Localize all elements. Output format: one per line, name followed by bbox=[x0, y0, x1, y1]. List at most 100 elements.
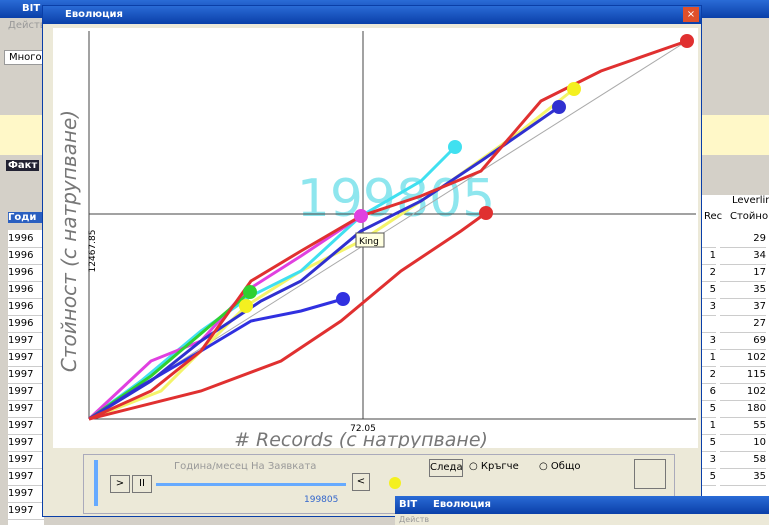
tab[interactable]: Много bbox=[4, 50, 47, 65]
option[interactable]: ○ Кръгче bbox=[469, 461, 519, 472]
second-titlebar bbox=[395, 496, 769, 514]
table-cell: 1997 bbox=[8, 451, 44, 469]
chart: 199805 bbox=[53, 28, 698, 448]
table-cell: 102 bbox=[720, 349, 766, 367]
table-cell: 1996 bbox=[8, 281, 44, 299]
tooltip: King bbox=[359, 237, 379, 247]
table-cell: 180 bbox=[720, 400, 766, 418]
play-button[interactable]: > bbox=[110, 475, 130, 493]
back-button[interactable]: < bbox=[352, 473, 370, 491]
option-label: Кръгче bbox=[480, 461, 519, 472]
slider-value: 199805 bbox=[304, 495, 339, 505]
dot bbox=[567, 82, 581, 96]
table-cell: 58 bbox=[720, 451, 766, 469]
table-cell: 3 bbox=[700, 332, 716, 350]
table-cell: 37 bbox=[720, 298, 766, 316]
option-label: Общо bbox=[550, 461, 581, 472]
slider[interactable] bbox=[156, 483, 346, 486]
table-cell: 1997 bbox=[8, 485, 44, 503]
menu[interactable]: Действ bbox=[8, 20, 46, 31]
table-cell: 1997 bbox=[8, 383, 44, 401]
section: Факт bbox=[6, 160, 40, 171]
trace-button[interactable]: Следа bbox=[429, 459, 463, 477]
y-axis-label: Стойност (с натрупване) bbox=[57, 110, 81, 372]
table-cell: 3 bbox=[700, 451, 716, 469]
table-cell: 5 bbox=[700, 400, 716, 418]
dot bbox=[479, 206, 493, 220]
close[interactable]: × bbox=[683, 7, 699, 22]
table-cell: 17 bbox=[720, 264, 766, 282]
dot bbox=[336, 292, 350, 306]
table-cell: 115 bbox=[720, 366, 766, 384]
table-cell: 1997 bbox=[8, 400, 44, 418]
table-cell: 10 bbox=[720, 434, 766, 452]
table-cell: 102 bbox=[720, 383, 766, 401]
table-cell: 3 bbox=[700, 298, 716, 316]
trace bbox=[88, 211, 487, 421]
table-cell: 69 bbox=[720, 332, 766, 350]
table-cell: 5 bbox=[700, 281, 716, 299]
table-cell: 5 bbox=[700, 468, 716, 486]
tooltip-box bbox=[355, 232, 385, 248]
right-table: Leverlin Rec Стойно 29 1 34 2 17 5 35 3 37 27 3 69 1… bbox=[700, 195, 769, 525]
table-cell: 1996 bbox=[8, 230, 44, 248]
dot bbox=[448, 140, 462, 154]
table-cell: 55 bbox=[720, 417, 766, 435]
table-cell: 2 bbox=[700, 366, 716, 384]
second-title: BIT bbox=[399, 499, 418, 510]
table-cell: 29 bbox=[720, 230, 766, 248]
table-cell: 1997 bbox=[8, 434, 44, 452]
controls: > II Година/месец На Заявката 199805 < С… bbox=[83, 454, 675, 514]
dot bbox=[239, 299, 253, 313]
second-dialog-title: Еволюция bbox=[433, 499, 491, 510]
trace bbox=[88, 145, 457, 421]
table-cell bbox=[700, 315, 716, 333]
x-cross-value: 72.05 bbox=[350, 424, 376, 434]
print-button[interactable] bbox=[634, 459, 666, 489]
col-header: Rec bbox=[704, 211, 723, 222]
dot bbox=[552, 100, 566, 114]
dialog: Еволюция × 199805 bbox=[42, 5, 702, 517]
table-cell: 1996 bbox=[8, 315, 44, 333]
dialog-title: Еволюция bbox=[43, 6, 701, 24]
table-cell: 1996 bbox=[8, 264, 44, 282]
table-cell: 1997 bbox=[8, 349, 44, 367]
table-cell: 1 bbox=[700, 349, 716, 367]
table-cell: 1 bbox=[700, 247, 716, 265]
table-cell bbox=[700, 230, 716, 248]
option[interactable]: ○ Общо bbox=[539, 461, 581, 472]
column-header: Годи bbox=[8, 212, 44, 223]
table-cell: 1997 bbox=[8, 502, 44, 520]
table-cell: 1997 bbox=[8, 332, 44, 350]
table-cell: 35 bbox=[720, 281, 766, 299]
dot bbox=[680, 34, 694, 48]
vslider[interactable] bbox=[94, 460, 98, 506]
table-cell: 1996 bbox=[8, 247, 44, 265]
dot bbox=[354, 209, 368, 223]
table-cell: 34 bbox=[720, 247, 766, 265]
year-column: 1996 1996 1996 1996 1996 1996 1997 1997 1997 1997… bbox=[8, 230, 44, 525]
col-header: Стойно bbox=[730, 211, 769, 222]
second-window: BIT Еволюция Действ bbox=[395, 496, 769, 525]
dot bbox=[243, 285, 257, 299]
table-cell: 35 bbox=[720, 468, 766, 486]
table-cell: 1997 bbox=[8, 417, 44, 435]
pause-button[interactable]: II bbox=[132, 475, 152, 493]
y-cross-value: 12467.85 bbox=[88, 230, 98, 273]
table-cell: 1997 bbox=[8, 366, 44, 384]
table-cell: 5 bbox=[700, 434, 716, 452]
dot bbox=[389, 477, 401, 489]
second-menu: Действ bbox=[399, 515, 430, 524]
table-cell: 1996 bbox=[8, 298, 44, 316]
table-cell: 27 bbox=[720, 315, 766, 333]
table-cell: 6 bbox=[700, 383, 716, 401]
table-cell: 1997 bbox=[8, 468, 44, 486]
x-axis-label: # Records (с натрупване) bbox=[234, 429, 488, 448]
right-header: Leverlin bbox=[732, 195, 769, 206]
diagonal bbox=[88, 40, 688, 420]
slider-label: Година/месец На Заявката bbox=[174, 461, 317, 472]
table-cell: 1 bbox=[700, 417, 716, 435]
trace bbox=[88, 105, 560, 421]
table-cell: 2 bbox=[700, 264, 716, 282]
